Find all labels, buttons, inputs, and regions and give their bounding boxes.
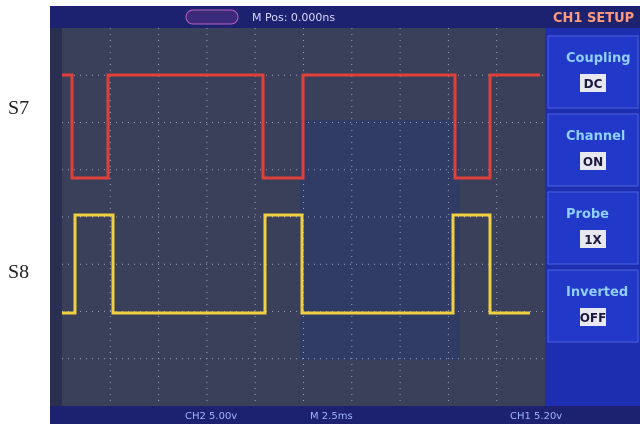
oscilloscope-photo: M Pos: 0.000ns CH1 SETUP Coupling DC Chann…	[0, 0, 640, 430]
status-text: CH2 5.00v	[185, 411, 237, 422]
menu-item	[548, 270, 638, 342]
status-text: M 2.5ms	[310, 411, 353, 422]
signal-label: S8	[8, 261, 29, 283]
menu-item-title: Inverted	[566, 285, 628, 300]
menu-item	[548, 192, 638, 264]
top-bar	[50, 6, 640, 28]
menu-item	[548, 114, 638, 186]
position-text: M Pos: 0.000ns	[252, 11, 335, 24]
menu-item-title: Channel	[566, 129, 625, 144]
menu-item-value: 1X	[584, 233, 602, 247]
menu-item-value: ON	[583, 155, 603, 169]
signal-label: S7	[8, 97, 29, 119]
status-text: CH1 5.20v	[510, 411, 562, 422]
menu-title: CH1 SETUP	[553, 11, 634, 26]
menu-item-value: DC	[584, 77, 603, 91]
menu-item-title: Coupling	[566, 51, 631, 66]
menu-title-clip: CH1 SETUP	[553, 11, 634, 26]
menu-item-value: OFF	[580, 311, 607, 325]
trigger-badge	[186, 10, 238, 24]
page: M Pos: 0.000ns CH1 SETUP Coupling DC Chann…	[0, 0, 640, 430]
menu-item-title: Probe	[566, 207, 609, 222]
reflection	[300, 120, 460, 360]
menu-item	[548, 36, 638, 108]
